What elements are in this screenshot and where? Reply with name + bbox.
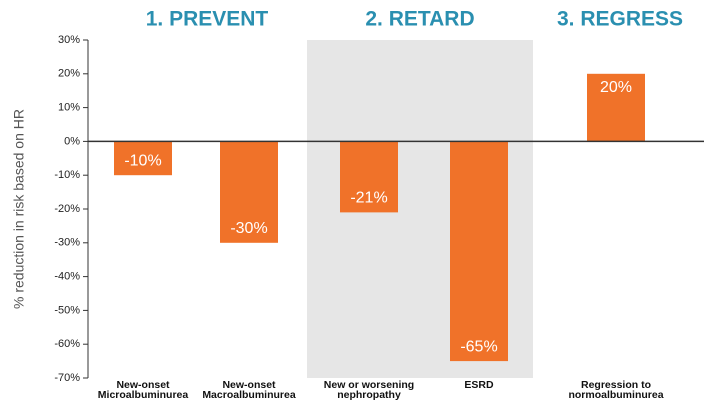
- group-heading: 3. REGRESS: [557, 8, 683, 31]
- y-tick-label: -70%: [54, 372, 80, 384]
- x-tick-label: ESRD: [464, 379, 494, 391]
- x-tick-label: New-onset: [116, 379, 170, 391]
- bar: [114, 141, 172, 176]
- group-heading: 2. RETARD: [365, 8, 474, 31]
- y-tick-label: 30%: [58, 34, 80, 46]
- value-label: -10%: [124, 152, 161, 169]
- y-tick-label: 20%: [58, 68, 80, 80]
- x-tick-label: nephropathy: [337, 389, 401, 401]
- x-tick-label: New-onset: [222, 379, 276, 391]
- bar: [587, 73, 645, 142]
- x-tick-label: Microalbuminurea: [98, 389, 189, 401]
- y-tick-label: 0%: [64, 135, 80, 147]
- bar: [450, 141, 508, 362]
- bar: [340, 141, 398, 213]
- y-tick-label: -20%: [54, 203, 80, 215]
- y-tick-label: 10%: [58, 102, 80, 114]
- bar: [220, 141, 278, 243]
- x-tick-label: Regression to: [581, 379, 651, 391]
- x-tick-label: New or worsening: [324, 379, 414, 391]
- x-tick-label: normoalbuminurea: [568, 389, 663, 401]
- group-heading: 1. PREVENT: [146, 8, 269, 31]
- value-label: -21%: [350, 190, 387, 207]
- y-tick-label: -60%: [54, 338, 80, 350]
- y-tick-label: -40%: [54, 271, 80, 283]
- y-tick-label: -10%: [54, 169, 80, 181]
- y-tick-label: -50%: [54, 304, 80, 316]
- value-label: -30%: [230, 220, 267, 237]
- value-label: -65%: [460, 338, 497, 355]
- value-label: 20%: [600, 79, 632, 96]
- y-axis-title: % reduction in risk based on HR: [11, 109, 27, 309]
- x-tick-label: Macroalbuminurea: [202, 389, 296, 401]
- y-tick-label: -30%: [54, 237, 80, 249]
